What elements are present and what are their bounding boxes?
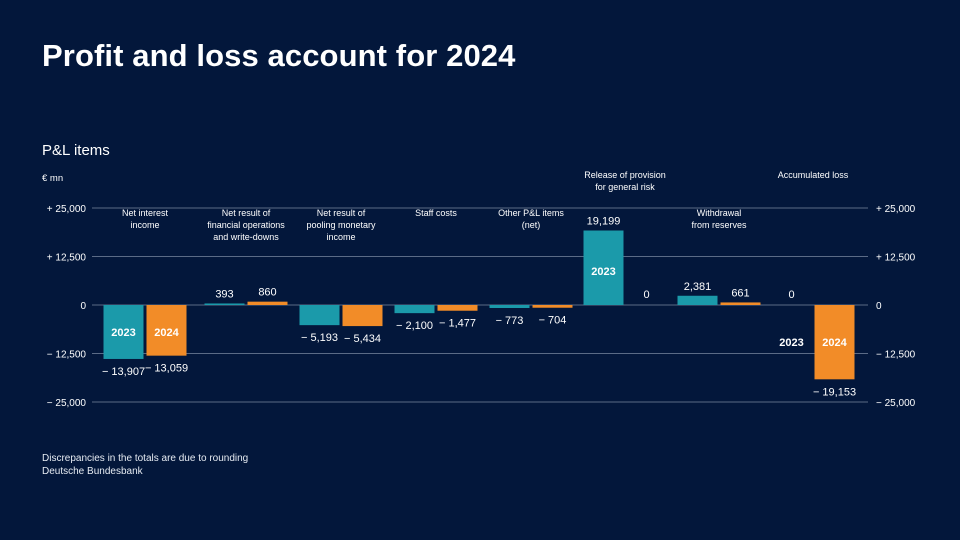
value-label-2023: 0 xyxy=(788,289,794,301)
category-label: income xyxy=(130,220,159,230)
y-tick-label-left: + 25,000 xyxy=(47,204,87,215)
value-label-2024: 661 xyxy=(731,287,749,299)
category-label: Net result of xyxy=(222,208,271,218)
category-label: Net result of xyxy=(317,208,366,218)
value-label-2024: 0 xyxy=(643,289,649,301)
footnote: Discrepancies in the totals are due to r… xyxy=(42,452,248,478)
bar-2023 xyxy=(299,305,340,326)
y-tick-label-left: − 12,500 xyxy=(47,350,87,361)
series-label-2023: 2023 xyxy=(779,337,803,349)
y-tick-label-right: − 25,000 xyxy=(876,398,916,409)
category-label: from reserves xyxy=(691,220,747,230)
category-label: pooling monetary xyxy=(306,220,376,230)
value-label-2023: − 5,193 xyxy=(301,332,338,344)
y-tick-label-left: − 25,000 xyxy=(47,398,87,409)
category-label: and write-downs xyxy=(213,232,279,242)
category-label: financial operations xyxy=(207,220,285,230)
bar-2023 xyxy=(583,230,624,305)
category-label: Staff costs xyxy=(415,208,457,218)
category-label: Other P&L items xyxy=(498,208,564,218)
value-label-2024: − 5,434 xyxy=(344,333,381,345)
category-label: Release of provision xyxy=(584,170,666,180)
y-axis-unit: € mn xyxy=(42,173,64,184)
bar-2024 xyxy=(720,302,761,305)
bar-2024 xyxy=(146,305,187,356)
bar-2024 xyxy=(532,305,573,308)
value-label-2023: 2,381 xyxy=(684,281,712,293)
series-label-2023: 2023 xyxy=(591,266,615,278)
category-label: Net interest xyxy=(122,208,169,218)
value-label-2023: − 773 xyxy=(496,315,524,327)
value-label-2024: − 704 xyxy=(539,315,567,327)
series-label-2023: 2023 xyxy=(111,327,135,339)
y-tick-label-left: 0 xyxy=(80,301,86,312)
value-label-2024: 860 xyxy=(258,287,276,299)
category-label: for general risk xyxy=(595,182,655,192)
category-label: income xyxy=(326,232,355,242)
value-label-2023: 19,199 xyxy=(587,216,621,228)
category-label: (net) xyxy=(522,220,541,230)
bar-2024 xyxy=(814,305,855,380)
rounding-note: Discrepancies in the totals are due to r… xyxy=(42,453,249,464)
y-tick-label-right: 0 xyxy=(876,301,882,312)
category-label: Withdrawal xyxy=(697,208,742,218)
bar-2024 xyxy=(342,305,383,327)
bar-2023 xyxy=(677,295,718,305)
value-label-2024: − 19,153 xyxy=(813,386,856,398)
bar-2023 xyxy=(103,305,144,359)
y-tick-label-left: + 12,500 xyxy=(47,253,87,264)
bar-2023 xyxy=(204,303,245,305)
bar-2023 xyxy=(489,305,530,308)
value-label-2023: 393 xyxy=(215,288,233,300)
chart-title: P&L items xyxy=(42,142,110,159)
series-label-2024: 2024 xyxy=(154,327,179,339)
bar-2024 xyxy=(437,305,478,311)
category-label: Accumulated loss xyxy=(778,170,849,180)
y-tick-label-right: + 25,000 xyxy=(876,204,916,215)
bar-2024 xyxy=(247,301,288,305)
bar-2023 xyxy=(394,305,435,314)
page-title: Profit and loss account for 2024 xyxy=(42,38,516,73)
value-label-2023: − 13,907 xyxy=(102,366,145,378)
source-note: Deutsche Bundesbank xyxy=(42,466,143,477)
value-label-2024: − 13,059 xyxy=(145,363,188,375)
y-tick-label-right: + 12,500 xyxy=(876,253,916,264)
y-tick-label-right: − 12,500 xyxy=(876,350,916,361)
value-label-2023: − 2,100 xyxy=(396,320,433,332)
series-label-2024: 2024 xyxy=(822,337,847,349)
value-label-2024: − 1,477 xyxy=(439,318,476,330)
